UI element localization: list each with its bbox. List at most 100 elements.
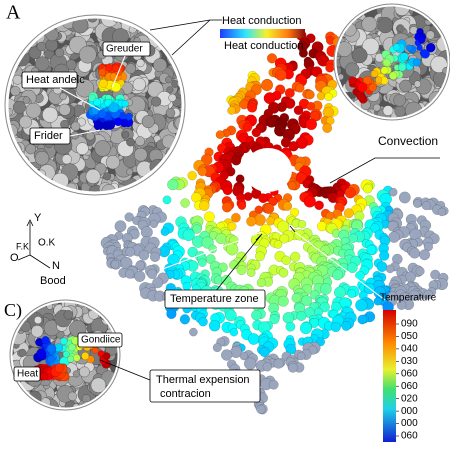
- colorbar-tick-label: 060: [401, 431, 418, 442]
- particle: [160, 227, 170, 237]
- grain: [144, 180, 154, 189]
- colorbar-tick-label: 030: [401, 356, 418, 367]
- inset-label: Heat andelc: [26, 74, 85, 86]
- colorbar-tick-label: 050: [401, 331, 418, 342]
- heated-grain: [405, 44, 413, 52]
- grain: [19, 115, 32, 129]
- particle: [412, 199, 422, 208]
- particle: [303, 195, 316, 208]
- heated-grain: [389, 71, 398, 80]
- particle: [124, 212, 134, 222]
- grain: [140, 181, 157, 193]
- heat-bar: [220, 29, 305, 38]
- colorbar-tick-label: 060: [401, 368, 418, 379]
- heat-title: Heat conduction: [222, 15, 302, 27]
- grain: [19, 173, 29, 183]
- heated-grain: [121, 100, 129, 108]
- grain: [165, 76, 173, 84]
- particle: [373, 297, 383, 306]
- heated-grain: [86, 355, 95, 364]
- inset-a-ring: [5, 15, 185, 195]
- grain: [177, 141, 183, 151]
- particle: [376, 261, 388, 273]
- grain: [25, 143, 37, 155]
- grain: [15, 187, 25, 193]
- grain: [126, 137, 135, 147]
- grain: [27, 20, 38, 31]
- particle: [300, 233, 310, 243]
- grain: [176, 150, 183, 163]
- label-box: [13, 366, 41, 382]
- particle: [278, 267, 289, 278]
- grain: [108, 302, 118, 316]
- particle-bed: [100, 30, 449, 415]
- particle: [199, 200, 210, 211]
- grain: [46, 184, 58, 193]
- particle: [197, 166, 208, 177]
- particle: [215, 130, 225, 140]
- grain: [76, 142, 89, 155]
- grain: [107, 304, 118, 315]
- grain: [134, 17, 142, 24]
- grain: [133, 147, 148, 162]
- particle: [421, 201, 431, 211]
- grain: [7, 23, 14, 34]
- particle: [162, 195, 172, 205]
- grain: [141, 115, 155, 129]
- grain: [150, 17, 169, 34]
- grain: [174, 53, 183, 67]
- grain: [75, 79, 95, 98]
- heated-grain: [91, 346, 99, 354]
- particle: [284, 87, 295, 99]
- grain: [31, 175, 41, 185]
- heated-grain: [420, 49, 430, 59]
- leader: [69, 129, 101, 137]
- grain: [337, 101, 349, 113]
- particle: [215, 232, 227, 245]
- note-box: [149, 369, 261, 403]
- particle: [281, 255, 291, 266]
- heated-grain: [88, 94, 97, 103]
- grain: [7, 48, 17, 64]
- grain: [414, 80, 422, 88]
- particle: [236, 264, 247, 276]
- grain: [141, 183, 154, 193]
- grain: [409, 26, 418, 35]
- grain: [174, 36, 183, 49]
- axis-label: O.K: [38, 238, 56, 249]
- heated-grain: [398, 63, 407, 72]
- grain: [28, 181, 41, 193]
- particle: [282, 201, 293, 211]
- heated-grain: [425, 42, 436, 53]
- grain: [67, 391, 78, 401]
- grain: [168, 30, 183, 45]
- grain: [26, 176, 40, 190]
- particle: [149, 251, 161, 263]
- heated-grain: [362, 75, 372, 85]
- grain: [338, 108, 346, 116]
- label-box: [164, 289, 266, 309]
- grain: [421, 111, 433, 118]
- leader: [99, 359, 151, 381]
- heated-grain: [73, 354, 81, 362]
- particle: [279, 233, 290, 244]
- grain: [336, 11, 342, 18]
- inset-c-ring: [9, 299, 121, 411]
- heated-grain: [47, 355, 56, 364]
- grain: [158, 21, 168, 31]
- particle: [246, 102, 258, 113]
- particle: [355, 270, 365, 281]
- particle: [110, 259, 120, 269]
- particle: [124, 269, 135, 279]
- particle: [125, 246, 136, 257]
- grain: [173, 159, 182, 167]
- particle: [385, 264, 395, 274]
- particle: [224, 309, 237, 322]
- grain: [7, 148, 16, 166]
- particle: [251, 309, 262, 321]
- particle: [167, 178, 179, 191]
- particle: [134, 270, 146, 282]
- grain: [177, 148, 183, 159]
- grain: [18, 173, 33, 188]
- grain: [18, 174, 28, 184]
